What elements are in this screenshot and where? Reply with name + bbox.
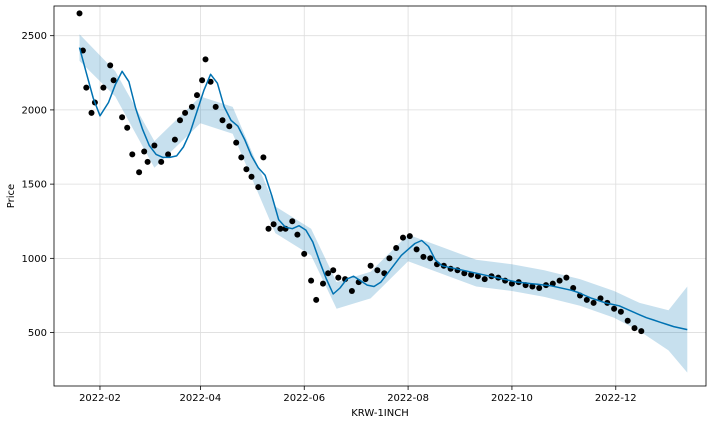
observed-point: [611, 305, 618, 312]
observed-point: [400, 234, 406, 241]
observed-point: [374, 267, 381, 274]
y-axis-ticks: 500 1000 1500 2000 2500: [22, 31, 54, 339]
observed-point: [270, 221, 277, 228]
observed-point: [248, 173, 255, 180]
observed-point: [265, 225, 272, 232]
x-axis-label: KRW-1INCH: [351, 408, 409, 419]
observed-point: [188, 103, 195, 110]
observed-point: [529, 283, 536, 290]
observed-point: [536, 285, 543, 291]
observed-point: [481, 276, 488, 283]
observed-point: [233, 139, 240, 146]
observed-point: [212, 103, 219, 110]
forecast-line: [78, 47, 688, 331]
observed-point: [151, 142, 158, 149]
observed-point: [277, 225, 284, 232]
observed-point: [474, 273, 481, 280]
observed-point: [386, 255, 393, 262]
observed-point: [110, 77, 117, 84]
observed-point: [219, 117, 226, 124]
observed-point: [141, 148, 148, 155]
uncertainty-band-area: [79, 34, 688, 373]
observed-point: [362, 276, 369, 283]
observed-point: [330, 267, 337, 274]
observed-point: [171, 136, 178, 143]
observed-point: [617, 308, 624, 315]
uncertainty-band: [79, 34, 688, 373]
observed-point: [427, 255, 434, 262]
observed-point: [413, 246, 420, 253]
observed-point: [202, 56, 209, 63]
observed-point: [367, 262, 374, 269]
observed-point: [308, 277, 315, 284]
observed-point: [570, 285, 577, 291]
grid-lines: [54, 6, 706, 386]
observed-point: [563, 274, 570, 281]
observed-point: [260, 154, 267, 161]
observed-point: [158, 158, 165, 165]
observed-point: [631, 325, 638, 332]
x-tick-label: 2022-02: [79, 393, 121, 404]
observed-point: [194, 92, 200, 99]
observed-point: [342, 276, 349, 283]
observed-point: [182, 109, 189, 116]
observed-point: [348, 288, 355, 294]
observed-point: [238, 154, 245, 161]
observed-point: [508, 280, 515, 287]
observed-point: [255, 184, 262, 191]
observed-point: [294, 231, 301, 238]
observed-point: [406, 233, 413, 240]
observed-point: [76, 10, 83, 17]
x-tick-label: 2022-12: [595, 393, 637, 404]
observed-point: [638, 328, 645, 335]
y-tick-label: 2500: [22, 31, 47, 42]
observed-point: [289, 218, 296, 225]
observed-point: [461, 270, 468, 277]
observed-point: [144, 158, 151, 165]
x-tick-label: 2022-06: [283, 393, 325, 404]
observed-point: [590, 299, 597, 306]
observed-point: [124, 124, 131, 131]
observed-point: [177, 117, 183, 124]
observed-point: [583, 296, 590, 303]
observed-point: [243, 166, 250, 173]
observed-point: [301, 250, 308, 257]
observed-point: [88, 109, 95, 116]
observed-point: [100, 84, 107, 91]
observed-point: [468, 271, 475, 278]
y-tick-label: 2000: [22, 105, 47, 116]
observed-point: [335, 274, 342, 281]
observed-point: [320, 280, 326, 287]
x-tick-label: 2022-04: [180, 393, 222, 404]
observed-point: [624, 317, 631, 324]
y-axis-label: Price: [6, 184, 17, 208]
x-axis-ticks: 2022-02 2022-04 2022-06 2022-08 2022-10 2022-…: [79, 386, 637, 404]
observed-point: [199, 77, 206, 84]
observed-point: [136, 169, 143, 176]
observed-point: [420, 253, 427, 260]
observed-point: [83, 84, 90, 91]
observed-point: [129, 151, 136, 158]
x-tick-label: 2022-10: [491, 393, 533, 404]
observed-point: [165, 151, 172, 158]
observed-point: [226, 123, 233, 130]
observed-point: [313, 296, 320, 303]
observed-point: [325, 270, 332, 277]
observed-points: [76, 10, 645, 335]
observed-point: [207, 78, 214, 85]
y-tick-label: 1500: [22, 180, 47, 191]
observed-point: [119, 114, 126, 121]
observed-point: [393, 245, 400, 251]
x-tick-label: 2022-08: [387, 393, 429, 404]
y-tick-label: 500: [28, 328, 47, 339]
observed-point: [556, 277, 563, 284]
plot-frame: [53, 5, 707, 387]
forecast-line-group: [78, 47, 688, 331]
observed-point: [107, 62, 114, 69]
y-tick-label: 1000: [22, 254, 47, 265]
